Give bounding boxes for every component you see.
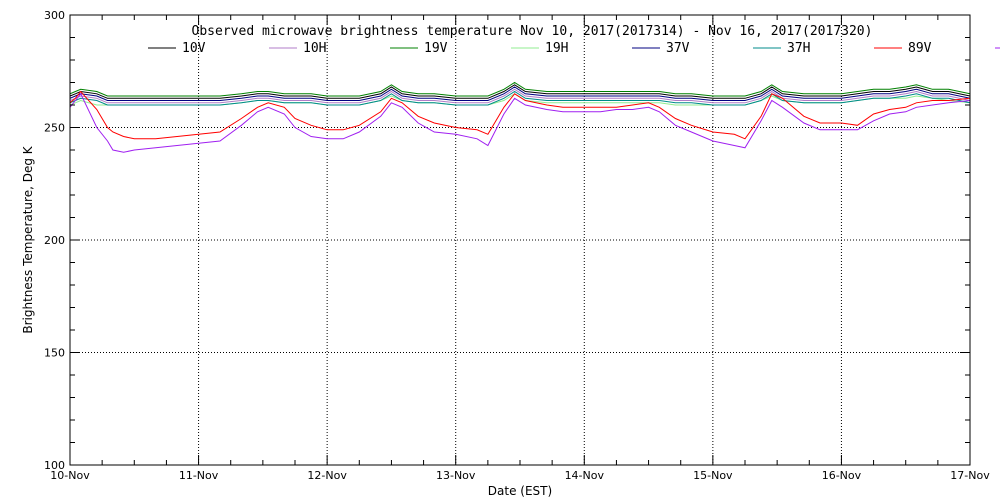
- legend-label-19h: 19H: [545, 41, 568, 56]
- x-tick-label: 16-Nov: [822, 469, 862, 482]
- y-tick-label: 200: [44, 234, 65, 247]
- legend-label-37h: 37H: [787, 41, 810, 56]
- y-tick-label: 300: [44, 9, 65, 22]
- legend-label-89v: 89V: [908, 41, 932, 56]
- x-tick-label: 13-Nov: [436, 469, 476, 482]
- chart-title: Observed microwave brightness temperatur…: [192, 24, 873, 39]
- series-line-37v: [69, 86, 971, 101]
- x-tick-label: 14-Nov: [565, 469, 605, 482]
- series-line-19v: [69, 81, 971, 97]
- legend-label-10v: 10V: [182, 41, 206, 56]
- series-line-89v: [69, 90, 971, 140]
- legend-label-37v: 37V: [666, 41, 690, 56]
- legend-label-19v: 19V: [424, 41, 448, 56]
- y-axis-label: Brightness Temperature, Deg K: [21, 145, 35, 333]
- x-tick-label: 11-Nov: [179, 469, 219, 482]
- y-tick-label: 150: [44, 347, 65, 360]
- series-line-89h: [69, 92, 971, 153]
- series-line-10h: [69, 88, 971, 104]
- x-axis-label: Date (EST): [488, 484, 552, 498]
- legend-label-10h: 10H: [303, 41, 326, 56]
- series-lines: [69, 81, 971, 153]
- x-tick-label: 12-Nov: [307, 469, 347, 482]
- y-tick-label: 250: [44, 122, 65, 135]
- x-tick-label: 15-Nov: [693, 469, 733, 482]
- y-tick-label: 100: [44, 459, 65, 472]
- axis-ticks: 10-Nov 11-Nov 12-Nov 13-Nov 14-Nov 15-Nov 16-N…: [44, 9, 990, 482]
- series-line-10v: [69, 84, 971, 99]
- series-line-37h: [69, 90, 971, 106]
- legend: 10V10H19V19H37V37H89V89H: [148, 41, 1000, 56]
- x-tick-label: 10-Nov: [50, 469, 90, 482]
- grid-lines: [70, 15, 970, 465]
- x-tick-label: 17-Nov: [950, 469, 990, 482]
